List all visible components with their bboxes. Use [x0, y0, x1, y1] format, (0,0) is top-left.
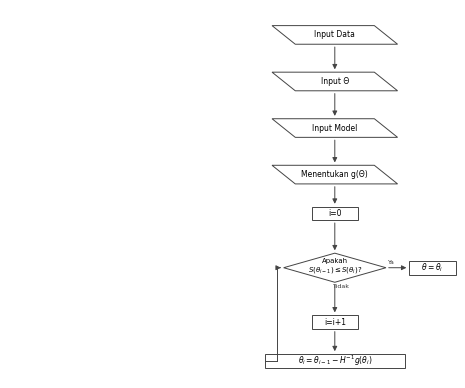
Text: $S(\theta_{i-1}) \leq S(\theta_i)?$: $S(\theta_{i-1}) \leq S(\theta_i)?$: [307, 265, 362, 275]
Text: Input Model: Input Model: [312, 123, 358, 133]
Text: $\theta = \theta_i$: $\theta = \theta_i$: [421, 262, 444, 274]
FancyBboxPatch shape: [409, 261, 456, 275]
Polygon shape: [272, 72, 398, 91]
Text: Apakah: Apakah: [322, 258, 348, 264]
Text: i=0: i=0: [328, 209, 342, 218]
FancyBboxPatch shape: [312, 315, 358, 329]
Text: Ya: Ya: [388, 260, 395, 265]
Text: i=i+1: i=i+1: [324, 317, 346, 327]
Text: $\theta_i = \theta_{i-1} - H^{-1}g(\theta_i)$: $\theta_i = \theta_{i-1} - H^{-1}g(\thet…: [298, 353, 372, 368]
Text: Input Θ: Input Θ: [321, 77, 349, 86]
FancyBboxPatch shape: [265, 354, 405, 368]
Text: Input Data: Input Data: [314, 30, 355, 40]
Text: Tidak: Tidak: [333, 284, 350, 289]
Polygon shape: [272, 26, 398, 44]
Text: Menentukan g(Θ): Menentukan g(Θ): [301, 170, 368, 179]
FancyBboxPatch shape: [312, 206, 358, 220]
Polygon shape: [272, 119, 398, 137]
Polygon shape: [284, 253, 386, 282]
Polygon shape: [272, 165, 398, 184]
